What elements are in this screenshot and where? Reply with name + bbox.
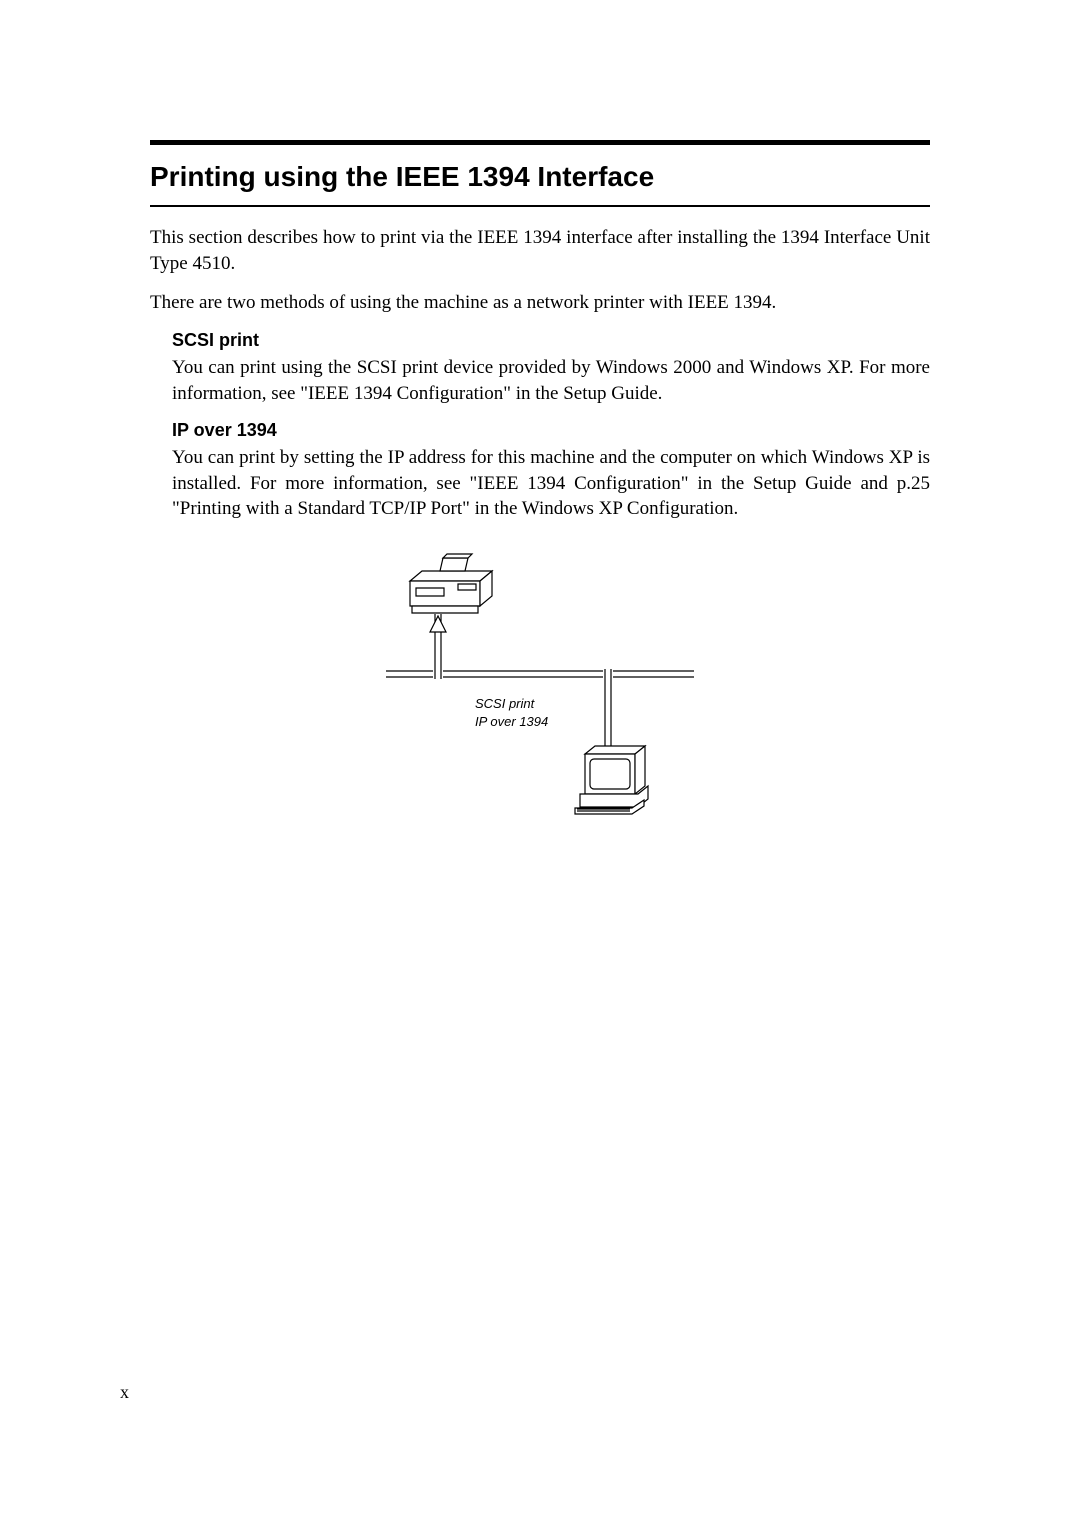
network-diagram: SCSI print IP over 1394 <box>380 536 700 846</box>
printer-vertical-link <box>430 614 446 671</box>
intro-paragraph-1: This section describes how to print via … <box>150 225 930 276</box>
ip-body: You can print by setting the IP address … <box>172 445 930 522</box>
title-top-rule <box>150 140 930 145</box>
computer-vertical-link <box>605 679 611 751</box>
bus-line <box>386 669 694 679</box>
section-title: Printing using the IEEE 1394 Interface <box>150 161 930 193</box>
diagram-label-scsi: SCSI print <box>475 696 536 711</box>
printer-icon <box>410 554 492 613</box>
scsi-heading: SCSI print <box>172 330 930 351</box>
ip-heading: IP over 1394 <box>172 420 930 441</box>
page-number: x <box>120 1382 129 1403</box>
diagram-label-ip: IP over 1394 <box>475 714 548 729</box>
title-bottom-rule <box>150 205 930 207</box>
ip-block: IP over 1394 You can print by setting th… <box>172 420 930 522</box>
computer-icon <box>575 746 648 814</box>
page-content: Printing using the IEEE 1394 Interface T… <box>0 0 1080 906</box>
intro-paragraph-2: There are two methods of using the machi… <box>150 290 930 316</box>
diagram-container: SCSI print IP over 1394 <box>150 536 930 846</box>
scsi-block: SCSI print You can print using the SCSI … <box>172 330 930 406</box>
scsi-body: You can print using the SCSI print devic… <box>172 355 930 406</box>
